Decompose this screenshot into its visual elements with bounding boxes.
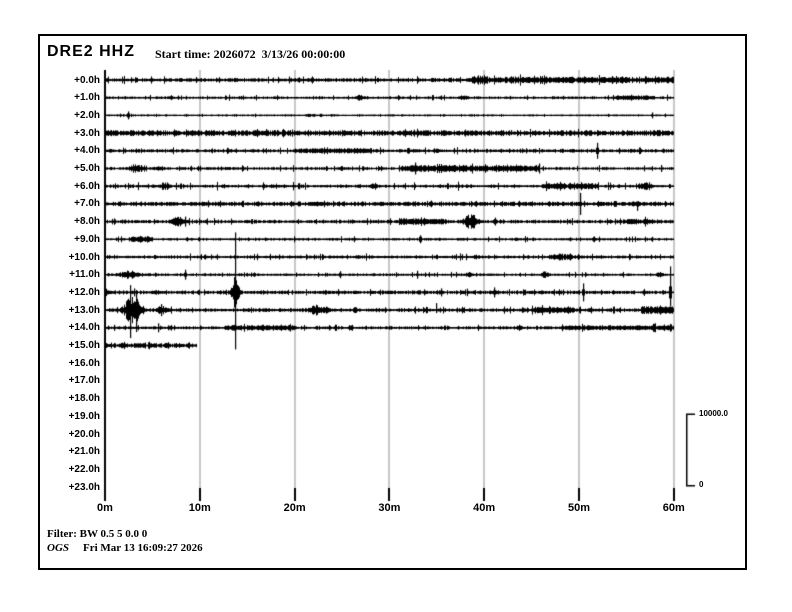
scale-max-label: 10000.0 bbox=[699, 409, 728, 418]
hour-label: +8.0h bbox=[74, 216, 100, 228]
hour-label: +17.0h bbox=[68, 375, 100, 387]
hour-label: +22.0h bbox=[68, 463, 100, 475]
minute-label: 10m bbox=[188, 502, 211, 514]
hour-label: +7.0h bbox=[74, 198, 100, 210]
hour-label: +0.0h bbox=[74, 74, 100, 86]
hour-label: +13.0h bbox=[68, 304, 100, 316]
hour-label: +10.0h bbox=[68, 251, 100, 263]
minute-label: 20m bbox=[283, 502, 306, 514]
hour-label: +4.0h bbox=[74, 145, 100, 157]
hour-label: +18.0h bbox=[68, 393, 100, 405]
minute-label: 40m bbox=[473, 502, 496, 514]
timestamp: Fri Mar 13 16:09:27 2026 bbox=[83, 542, 203, 554]
agency-label: OGS bbox=[47, 542, 70, 554]
hour-label: +20.0h bbox=[68, 428, 100, 440]
start-time-label: Start time: 2026072 3/13/26 00:00:00 bbox=[155, 47, 346, 61]
scale-min-label: 0 bbox=[699, 480, 704, 489]
hour-label: +16.0h bbox=[68, 357, 100, 369]
station-title: DRE2 HHZ bbox=[47, 43, 136, 60]
hour-label: +15.0h bbox=[68, 340, 100, 351]
minute-label: 0m bbox=[97, 502, 113, 514]
hour-label: +3.0h bbox=[74, 127, 100, 139]
footer-credit: OGS Fri Mar 13 16:09:27 2026 bbox=[47, 542, 203, 554]
hour-label: +21.0h bbox=[68, 446, 100, 458]
minute-label: 60m bbox=[662, 502, 685, 514]
hour-label: +19.0h bbox=[68, 410, 100, 422]
hour-label: +6.0h bbox=[74, 180, 100, 192]
hour-label: +11.0h bbox=[69, 269, 100, 281]
hour-label: +2.0h bbox=[74, 109, 100, 121]
hour-label: +1.0h bbox=[74, 92, 100, 104]
hour-label: +9.0h bbox=[74, 233, 100, 245]
hour-label: +23.0h bbox=[68, 481, 100, 493]
minute-label: 50m bbox=[567, 502, 591, 514]
filter-text: Filter: BW 0.5 5 0.0 0 bbox=[47, 528, 148, 540]
hour-label: +12.0h bbox=[68, 286, 100, 298]
minute-label: 30m bbox=[378, 502, 401, 514]
hour-label: +5.0h bbox=[74, 163, 100, 174]
hour-label: +14.0h bbox=[68, 322, 100, 334]
